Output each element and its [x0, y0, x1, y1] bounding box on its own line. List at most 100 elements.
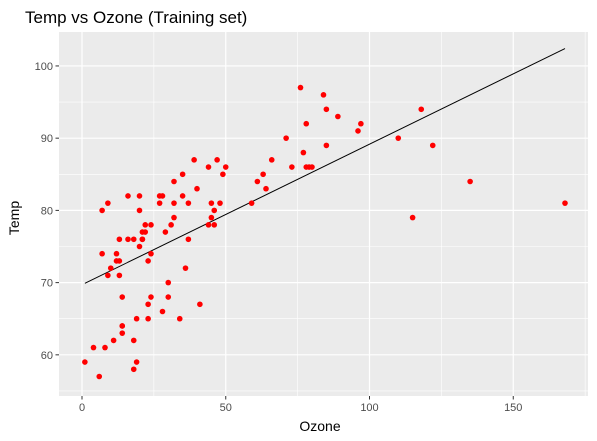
x-tick-label: 0 — [79, 402, 85, 414]
y-tick-label: 80 — [41, 205, 53, 217]
data-point — [125, 236, 131, 242]
data-point — [206, 164, 212, 170]
data-point — [171, 179, 177, 185]
data-point — [355, 128, 361, 134]
data-point — [148, 222, 154, 228]
data-point — [160, 193, 166, 199]
y-tick-label: 70 — [41, 278, 53, 290]
data-point — [105, 273, 111, 279]
y-tick-label: 90 — [41, 133, 53, 145]
data-point — [430, 143, 436, 149]
data-point — [467, 179, 473, 185]
data-point — [157, 200, 163, 206]
data-point — [209, 200, 215, 206]
data-point — [183, 265, 189, 271]
data-point — [102, 345, 108, 351]
data-point — [145, 316, 151, 322]
data-point — [137, 244, 143, 250]
data-point — [211, 222, 217, 228]
data-point — [180, 193, 186, 199]
x-tick-label: 100 — [360, 402, 378, 414]
data-point — [562, 200, 568, 206]
data-point — [283, 135, 289, 141]
data-point — [131, 338, 137, 344]
data-point — [108, 265, 114, 271]
data-point — [165, 280, 171, 286]
data-point — [137, 208, 143, 214]
data-point — [171, 200, 177, 206]
data-point — [289, 164, 295, 170]
y-axis-title: Temp — [6, 201, 22, 235]
data-point — [168, 222, 174, 228]
data-point — [260, 171, 266, 177]
data-point — [255, 179, 261, 185]
data-point — [99, 208, 105, 214]
data-point — [217, 200, 223, 206]
data-point — [117, 258, 123, 264]
data-point — [324, 106, 330, 112]
data-point — [111, 338, 117, 344]
data-point — [91, 345, 97, 351]
data-point — [324, 143, 330, 149]
data-point — [209, 215, 215, 221]
data-point — [186, 236, 192, 242]
data-point — [214, 157, 220, 163]
data-point — [145, 301, 151, 307]
data-point — [142, 229, 148, 235]
data-point — [309, 164, 315, 170]
chart-title: Temp vs Ozone (Training set) — [25, 8, 247, 27]
data-point — [131, 236, 137, 242]
data-point — [117, 236, 123, 242]
data-point — [303, 121, 309, 127]
x-tick-label: 150 — [504, 402, 522, 414]
data-point — [137, 193, 143, 199]
data-point — [160, 309, 166, 315]
data-point — [220, 171, 226, 177]
data-point — [211, 208, 217, 214]
data-point — [96, 374, 102, 380]
data-point — [119, 294, 125, 300]
data-point — [358, 121, 364, 127]
data-point — [117, 273, 123, 279]
data-point — [410, 215, 416, 221]
plot-panel — [59, 32, 588, 396]
data-point — [191, 157, 197, 163]
data-point — [263, 186, 269, 192]
y-tick-label: 100 — [35, 61, 53, 73]
data-point — [418, 106, 424, 112]
data-point — [140, 236, 146, 242]
data-point — [99, 251, 105, 257]
data-point — [171, 215, 177, 221]
x-axis-title: Ozone — [299, 418, 340, 434]
data-point — [142, 222, 148, 228]
data-point — [134, 316, 140, 322]
data-point — [131, 366, 137, 372]
data-point — [114, 251, 120, 257]
data-point — [206, 222, 212, 228]
data-point — [269, 157, 275, 163]
data-point — [249, 200, 255, 206]
data-point — [177, 316, 183, 322]
data-point — [82, 359, 88, 365]
data-point — [145, 258, 151, 264]
y-tick-label: 60 — [41, 350, 53, 362]
data-point — [321, 92, 327, 98]
x-tick-label: 50 — [220, 402, 232, 414]
data-point — [186, 200, 192, 206]
data-point — [197, 301, 203, 307]
data-point — [105, 200, 111, 206]
data-point — [335, 114, 341, 120]
data-point — [395, 135, 401, 141]
data-point — [223, 164, 229, 170]
data-point — [165, 294, 171, 300]
data-point — [119, 330, 125, 336]
data-point — [163, 229, 169, 235]
data-point — [134, 359, 140, 365]
data-point — [298, 85, 304, 91]
data-point — [119, 323, 125, 329]
data-point — [125, 193, 131, 199]
data-point — [194, 186, 200, 192]
data-point — [180, 171, 186, 177]
data-point — [148, 294, 154, 300]
